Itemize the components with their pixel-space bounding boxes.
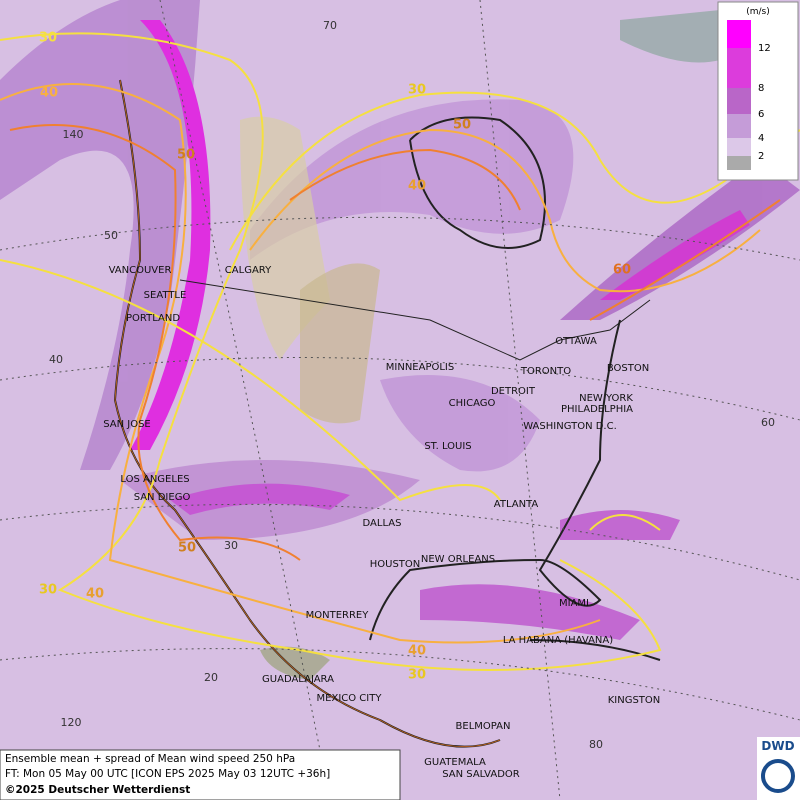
logo-icon <box>761 759 795 793</box>
legend-swatch <box>727 48 751 88</box>
contour-label: 60 <box>613 263 631 278</box>
city-label: TORONTO <box>520 366 571 377</box>
contour-label: 30 <box>408 83 426 98</box>
graticule-label: 140 <box>63 128 84 141</box>
footer-box <box>0 749 401 800</box>
legend-label: 4 <box>758 133 764 144</box>
graticule-label: 30 <box>224 539 238 552</box>
logo-text: DWD <box>761 739 794 753</box>
contour-label: 50 <box>177 148 195 163</box>
city-label: BOSTON <box>607 363 649 374</box>
graticule-label: 120 <box>61 716 82 729</box>
contour-label: 40 <box>408 179 426 194</box>
legend-label: 2 <box>758 151 764 162</box>
city-label: ATLANTA <box>494 499 539 510</box>
contour-label: 40 <box>408 644 426 659</box>
graticule-label: 70 <box>323 19 337 32</box>
city-label: LOS ANGELES <box>120 474 189 485</box>
city-label: CHICAGO <box>449 398 496 409</box>
city-label: SAN SALVADOR <box>442 769 519 780</box>
city-label: KINGSTON <box>608 695 661 706</box>
legend-swatch <box>727 88 751 114</box>
legend-swatch <box>727 114 751 138</box>
contour-label: 50 <box>453 118 471 133</box>
legend-label: 6 <box>758 109 764 120</box>
city-label: DALLAS <box>363 518 402 529</box>
city-label: MIAMI <box>559 598 589 609</box>
city-label: NEW ORLEANS <box>421 554 495 565</box>
city-label: OTTAWA <box>555 336 597 347</box>
city-label: NEW YORK <box>579 393 633 404</box>
city-label: GUATEMALA <box>424 757 486 768</box>
city-label: BELMOPAN <box>456 721 511 732</box>
contour-label: 30 <box>39 583 57 598</box>
city-label: PORTLAND <box>126 313 180 324</box>
contour-label: 30 <box>39 31 57 46</box>
city-label: DETROIT <box>491 386 536 397</box>
graticule-label: 50 <box>104 229 118 242</box>
graticule-label: 40 <box>49 353 63 366</box>
graticule-label: 20 <box>204 671 218 684</box>
city-label: SAN DIEGO <box>134 492 191 503</box>
contour-label: 40 <box>40 86 58 101</box>
city-label: SEATTLE <box>144 290 187 301</box>
footer-text: FT: Mon 05 May 00 UTC [ICON EPS 2025 May… <box>5 768 330 780</box>
contour-label: 50 <box>178 541 196 556</box>
graticule-label: 60 <box>761 416 775 429</box>
graticule-label: 80 <box>589 738 603 751</box>
legend-unit: (m/s) <box>746 7 770 17</box>
coastlines <box>113 79 661 748</box>
legend-swatch <box>727 156 751 170</box>
legend-label: 8 <box>758 83 764 94</box>
city-label: WASHINGTON D.C. <box>523 421 617 432</box>
footer-text: Ensemble mean + spread of Mean wind spee… <box>5 753 295 765</box>
legend-swatch <box>727 138 751 156</box>
spread-shading <box>0 0 800 680</box>
city-label: LA HABANA (HAVANA) <box>503 635 613 646</box>
legend: (m/s) 12 8 6 4 2 <box>717 1 799 181</box>
contours <box>0 32 800 671</box>
legend-swatch <box>727 20 751 48</box>
city-label: MINNEAPOLIS <box>386 362 454 373</box>
city-label: MEXICO CITY <box>317 693 383 704</box>
city-label: SAN JOSE <box>103 419 151 430</box>
city-label: CALGARY <box>225 265 272 276</box>
contour-label: 30 <box>408 668 426 683</box>
city-label: HOUSTON <box>370 559 421 570</box>
city-label: VANCOUVER <box>109 265 172 276</box>
legend-label: 12 <box>758 43 771 54</box>
city-label: ST. LOUIS <box>424 441 471 452</box>
city-label: MONTERREY <box>306 610 370 621</box>
city-label: PHILADELPHIA <box>561 404 633 415</box>
city-label: GUADALAJARA <box>262 674 334 685</box>
contour-label: 40 <box>86 587 104 602</box>
footer-text: ©2025 Deutscher Wetterdienst <box>5 784 190 796</box>
